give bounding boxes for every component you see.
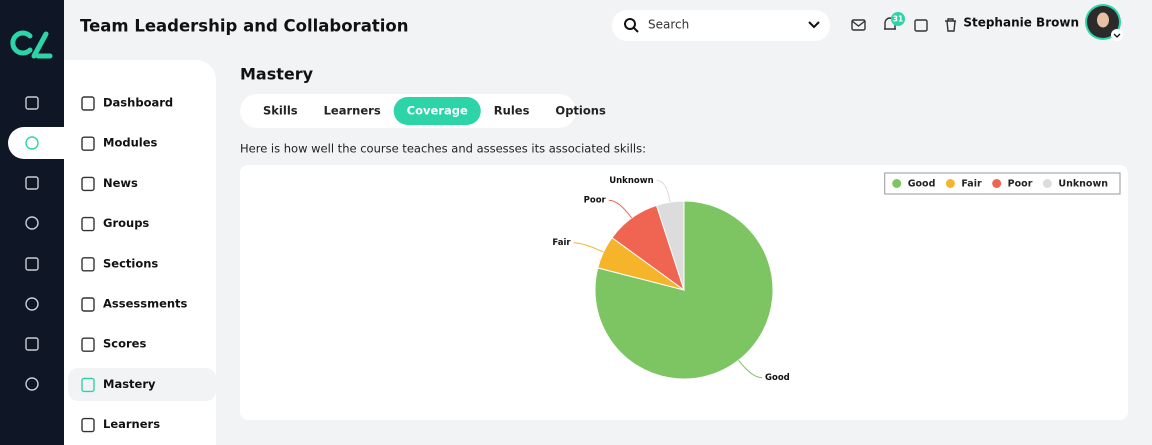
search-dropdown[interactable] — [808, 21, 820, 29]
pie-label: Unknown — [609, 176, 653, 186]
trash-icon[interactable] — [945, 18, 956, 32]
rail-icon[interactable] — [25, 216, 39, 230]
sidebar-icon — [81, 377, 95, 393]
avatar-face — [1097, 12, 1109, 28]
legend-marker[interactable] — [1042, 179, 1052, 188]
sidebar-item[interactable]: Assessments — [103, 297, 188, 311]
search-icon — [624, 18, 636, 30]
tab[interactable]: Rules — [494, 104, 530, 118]
rail-icon[interactable] — [25, 176, 39, 190]
rail-icon[interactable] — [25, 136, 39, 150]
sidebar-item[interactable]: Modules — [103, 136, 158, 150]
tab[interactable]: Skills — [263, 104, 298, 118]
sidebar-icon — [81, 417, 95, 433]
leader-line — [608, 199, 633, 219]
sidebar — [64, 60, 216, 445]
sidebar-icon — [81, 96, 95, 111]
notification-badge — [891, 12, 905, 26]
pie-label: Poor — [584, 196, 607, 206]
sidebar-item[interactable]: Mastery — [103, 377, 156, 391]
sidebar-item[interactable]: Groups — [103, 216, 149, 230]
user-name: Stephanie Brown — [963, 16, 1079, 30]
search-box[interactable] — [612, 10, 830, 41]
app-title: Team Leadership and Collaboration — [80, 17, 408, 36]
sidebar-icon — [81, 337, 95, 352]
legend-marker[interactable] — [992, 179, 1002, 188]
nav-rail — [0, 0, 64, 445]
legend-label[interactable]: Poor — [1008, 179, 1033, 190]
calendar-icon[interactable] — [914, 19, 928, 32]
search-icon — [633, 27, 639, 33]
sidebar-item[interactable]: Sections — [103, 256, 158, 270]
logo — [10, 30, 53, 59]
sidebar-item[interactable]: Learners — [103, 417, 160, 431]
legend-label[interactable]: Fair — [961, 179, 982, 190]
sidebar-item[interactable]: News — [103, 176, 138, 190]
legend — [884, 172, 1121, 195]
sidebar-icon — [81, 176, 95, 192]
tab[interactable]: Coverage — [407, 104, 468, 118]
leader-line — [656, 179, 671, 203]
legend-label[interactable]: Good — [908, 179, 936, 190]
page-title: Mastery — [240, 65, 314, 84]
search-placeholder: Search — [648, 18, 689, 32]
rail-icon[interactable] — [25, 297, 39, 311]
legend-marker[interactable] — [945, 179, 955, 188]
tab[interactable]: Learners — [324, 104, 381, 118]
legend-label[interactable]: Unknown — [1058, 179, 1108, 190]
mail-icon — [851, 20, 866, 27]
sidebar-icon — [81, 216, 95, 232]
legend-marker[interactable] — [892, 179, 902, 188]
rail-icon[interactable] — [25, 96, 39, 110]
sidebar-item[interactable]: Scores — [103, 337, 146, 351]
mail-icon[interactable] — [851, 19, 866, 31]
pie-label: Fair — [552, 238, 571, 248]
sidebar-icon — [81, 136, 95, 151]
avatar-menu[interactable] — [1111, 29, 1123, 41]
description: Here is how well the course teaches and … — [240, 142, 646, 156]
notification-count: 31 — [893, 15, 903, 24]
sidebar-icon — [81, 257, 95, 272]
rail-icon[interactable] — [25, 337, 39, 351]
leader-line — [573, 242, 604, 253]
sidebar-item[interactable]: Dashboard — [103, 96, 173, 110]
rail-icon[interactable] — [25, 257, 39, 271]
sidebar-active — [68, 368, 216, 401]
leader-line — [738, 360, 763, 379]
rail-icon[interactable] — [25, 377, 39, 391]
tab-active — [393, 97, 481, 125]
tab[interactable]: Options — [555, 104, 606, 118]
pie-label: Good — [765, 373, 790, 383]
rail-active — [8, 127, 64, 159]
sidebar-icon — [81, 297, 95, 312]
avatar-menu-icon — [1113, 33, 1121, 38]
